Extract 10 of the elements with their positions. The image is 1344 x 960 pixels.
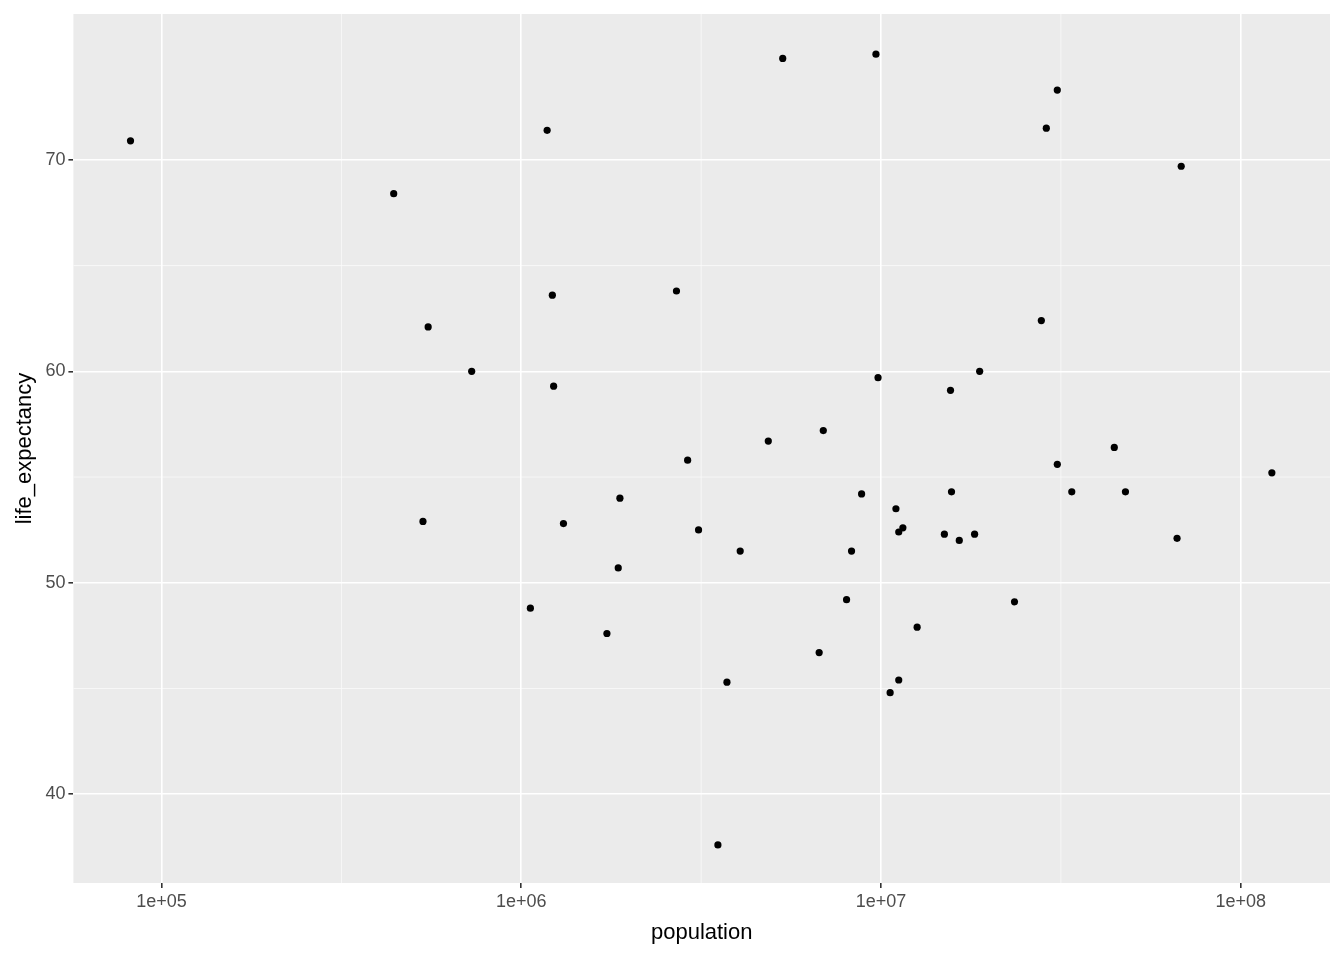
x-axis-title: population [650, 918, 753, 944]
x-tick-label: 1e+05 [136, 890, 187, 911]
x-tick-label: 1e+07 [855, 890, 907, 911]
y-tick-label: 50 [45, 571, 66, 592]
x-tick-label: 1e+08 [1215, 890, 1267, 911]
y-tick-label: 70 [45, 148, 66, 169]
y-tick-label: 40 [45, 783, 66, 804]
y-tick-label: 60 [45, 360, 66, 381]
y-axis-title: life_expectancy [11, 372, 37, 525]
x-tick-label: 1e+06 [496, 890, 547, 911]
